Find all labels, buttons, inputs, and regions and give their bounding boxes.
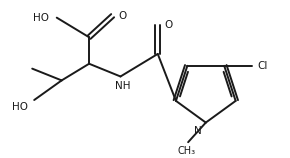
Text: Cl: Cl bbox=[258, 61, 268, 71]
Text: NH: NH bbox=[115, 81, 130, 91]
Text: CH₃: CH₃ bbox=[177, 146, 195, 156]
Text: O: O bbox=[119, 11, 127, 21]
Text: HO: HO bbox=[12, 102, 28, 112]
Text: N: N bbox=[194, 125, 202, 136]
Text: HO: HO bbox=[33, 13, 49, 23]
Text: O: O bbox=[165, 20, 173, 30]
